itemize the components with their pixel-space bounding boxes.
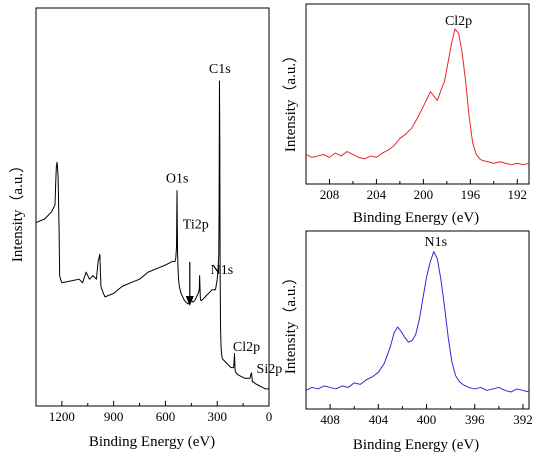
survey-peak-label: Ti2p xyxy=(183,218,209,233)
cl2p-plot-area: 208 204 200 196 192 Cl2p xyxy=(305,14,530,202)
survey-x-tick-label: 900 xyxy=(104,409,124,424)
cl2p-x-axis-label: Binding Energy (eV) xyxy=(353,210,479,226)
survey-series-line xyxy=(35,80,269,390)
cl2p-y-axis-label: Intensity（a.u.） xyxy=(282,48,299,152)
survey-y-axis-label: Intensity（a.u.） xyxy=(9,158,26,262)
cl2p-series-line xyxy=(305,28,530,166)
n1s-x-tick-label: 396 xyxy=(465,412,485,427)
survey-x-tick-label: 0 xyxy=(266,409,273,424)
n1s-x-tick-label: 404 xyxy=(369,412,389,427)
survey-peak-label: O1s xyxy=(166,172,189,187)
cl2p-x-tick-label: 208 xyxy=(320,187,340,202)
n1s-plot-frame xyxy=(305,230,530,410)
cl2p-x-tick-label: 204 xyxy=(367,187,387,202)
cl2p-x-tick-label: 196 xyxy=(461,187,481,202)
survey-peak-label: C1s xyxy=(209,62,231,77)
cl2p-plot-frame xyxy=(305,3,530,185)
cl2p-peak-label: Cl2p xyxy=(445,14,472,29)
n1s-x-tick-label: 408 xyxy=(320,412,340,427)
n1s-y-axis-label: Intensity（a.u.） xyxy=(282,270,299,374)
n1s-x-axis-label: Binding Energy (eV) xyxy=(353,437,479,453)
survey-peak-label: Cl2p xyxy=(233,340,260,355)
survey-x-tick-label: 600 xyxy=(156,409,176,424)
survey-peak-label: N1s xyxy=(211,263,234,278)
cl2p-x-tick-label: 200 xyxy=(414,187,434,202)
survey-peak-label: Si2p xyxy=(257,362,283,377)
n1s-panel: 408 404 400 396 392 N1s Binding Energy (eV) I… xyxy=(282,230,533,453)
survey-x-axis-label: Binding Energy (eV) xyxy=(89,434,215,450)
survey-plot-frame xyxy=(35,7,270,407)
n1s-x-tick-label: 392 xyxy=(513,412,533,427)
cl2p-x-tick-label: 192 xyxy=(508,187,528,202)
n1s-x-tick-label: 400 xyxy=(417,412,437,427)
survey-plot-area: 1200 900 600 300 0 C1s O1s Ti2p N1s Cl2p Si2p xyxy=(35,62,283,424)
n1s-series-line xyxy=(305,251,530,393)
survey-panel: 1200 900 600 300 0 C1s O1s Ti2p N1s Cl2p Si2p Bind… xyxy=(9,7,283,450)
n1s-peak-label: N1s xyxy=(424,235,447,250)
ti2p-arrow-head xyxy=(185,296,194,306)
survey-x-tick-label: 300 xyxy=(207,409,227,424)
n1s-plot-area: 408 404 400 396 392 N1s xyxy=(305,235,533,427)
survey-x-tick-label: 1200 xyxy=(49,409,75,424)
